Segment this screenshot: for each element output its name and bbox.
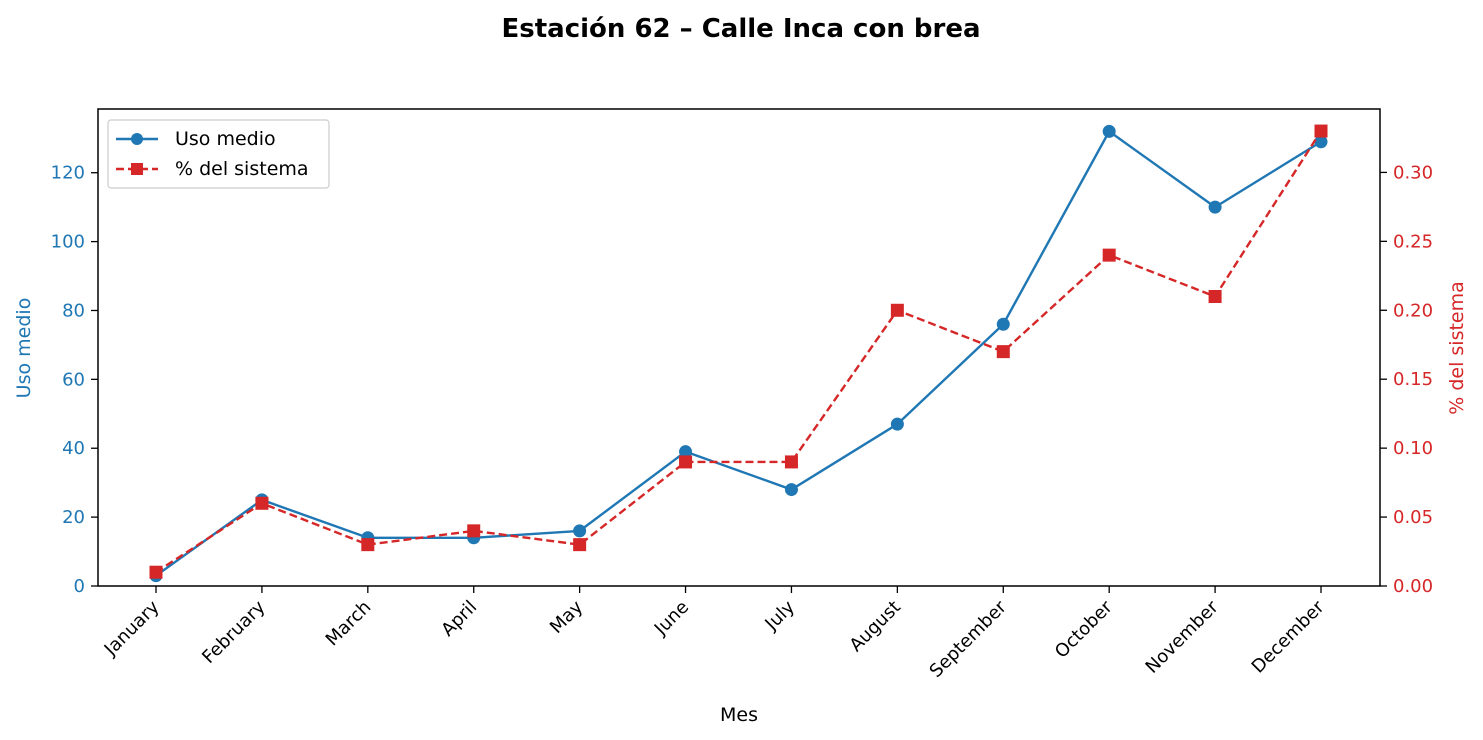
data-point-pct-sistema <box>255 496 269 510</box>
data-point-uso-medio <box>1102 124 1116 138</box>
left-tick-label: 0 <box>74 576 85 597</box>
x-axis-ticks: January February March April May June July Augu… <box>100 586 1329 682</box>
data-point-pct-sistema <box>1314 124 1328 138</box>
left-tick-label: 100 <box>51 232 85 253</box>
data-point-pct-sistema <box>784 455 798 469</box>
plot-frame <box>97 108 1381 587</box>
left-tick-label: 60 <box>62 369 85 390</box>
x-tick-label: June <box>650 597 693 640</box>
legend: Uso medio % del sistema <box>107 119 330 189</box>
data-point-uso-medio <box>890 417 904 431</box>
x-tick-label: August <box>846 597 905 656</box>
x-tick-label: April <box>437 597 481 641</box>
right-tick-label: 0.20 <box>1393 300 1433 321</box>
right-tick-label: 0.10 <box>1393 438 1433 459</box>
left-axis-label: Uso medio <box>13 298 35 399</box>
data-point-pct-sistema <box>149 565 163 579</box>
right-tick-label: 0.00 <box>1393 576 1433 597</box>
right-tick-label: 0.05 <box>1393 507 1433 528</box>
right-tick-label: 0.15 <box>1393 369 1433 390</box>
data-point-pct-sistema <box>467 524 481 538</box>
right-tick-label: 0.30 <box>1393 162 1433 183</box>
legend-label-uso-medio: Uso medio <box>175 128 276 150</box>
data-point-pct-sistema <box>890 303 904 317</box>
data-point-pct-sistema <box>996 345 1010 359</box>
right-tick-label: 0.25 <box>1393 231 1433 252</box>
left-tick-label: 20 <box>62 507 85 528</box>
legend-marker-pct-sistema <box>131 163 143 175</box>
data-point-uso-medio <box>784 483 798 497</box>
left-tick-label: 120 <box>51 163 85 184</box>
chart-title: Estación 62 – Calle Inca con brea <box>501 14 980 44</box>
x-tick-label: February <box>198 596 269 667</box>
legend-label-pct-sistema: % del sistema <box>175 158 309 180</box>
left-tick-label: 80 <box>62 300 85 321</box>
x-tick-label: May <box>546 596 587 637</box>
left-tick-label: 40 <box>62 438 85 459</box>
series-line-pct-sistema <box>155 130 1323 574</box>
data-point-pct-sistema <box>361 538 375 552</box>
series-layer <box>149 124 1328 583</box>
data-point-uso-medio <box>1314 135 1328 149</box>
right-axis-ticks: 0.00 0.05 0.10 0.15 0.20 0.25 0.30 <box>1380 162 1433 597</box>
data-point-pct-sistema <box>573 538 587 552</box>
x-tick-label: September <box>926 596 1012 682</box>
right-axis-label: % del sistema <box>1446 281 1468 415</box>
data-point-uso-medio <box>1208 200 1222 214</box>
x-tick-label: November <box>1142 596 1223 677</box>
x-tick-label: March <box>322 597 376 651</box>
data-point-uso-medio <box>996 317 1010 331</box>
legend-box <box>107 119 330 189</box>
left-axis-ticks: 0 20 40 60 80 100 120 <box>51 163 98 597</box>
data-point-uso-medio <box>679 445 693 459</box>
data-point-pct-sistema <box>679 455 693 469</box>
data-point-uso-medio <box>573 524 587 538</box>
series-line-uso-medio <box>155 130 1322 577</box>
x-tick-label: July <box>761 596 800 635</box>
x-tick-label: December <box>1248 596 1329 677</box>
x-tick-label: October <box>1051 596 1117 662</box>
legend-marker-uso-medio <box>131 133 143 145</box>
x-axis-label: Mes <box>720 704 758 726</box>
data-point-pct-sistema <box>1208 289 1222 303</box>
data-point-pct-sistema <box>1102 248 1116 262</box>
x-tick-label: January <box>100 596 164 660</box>
